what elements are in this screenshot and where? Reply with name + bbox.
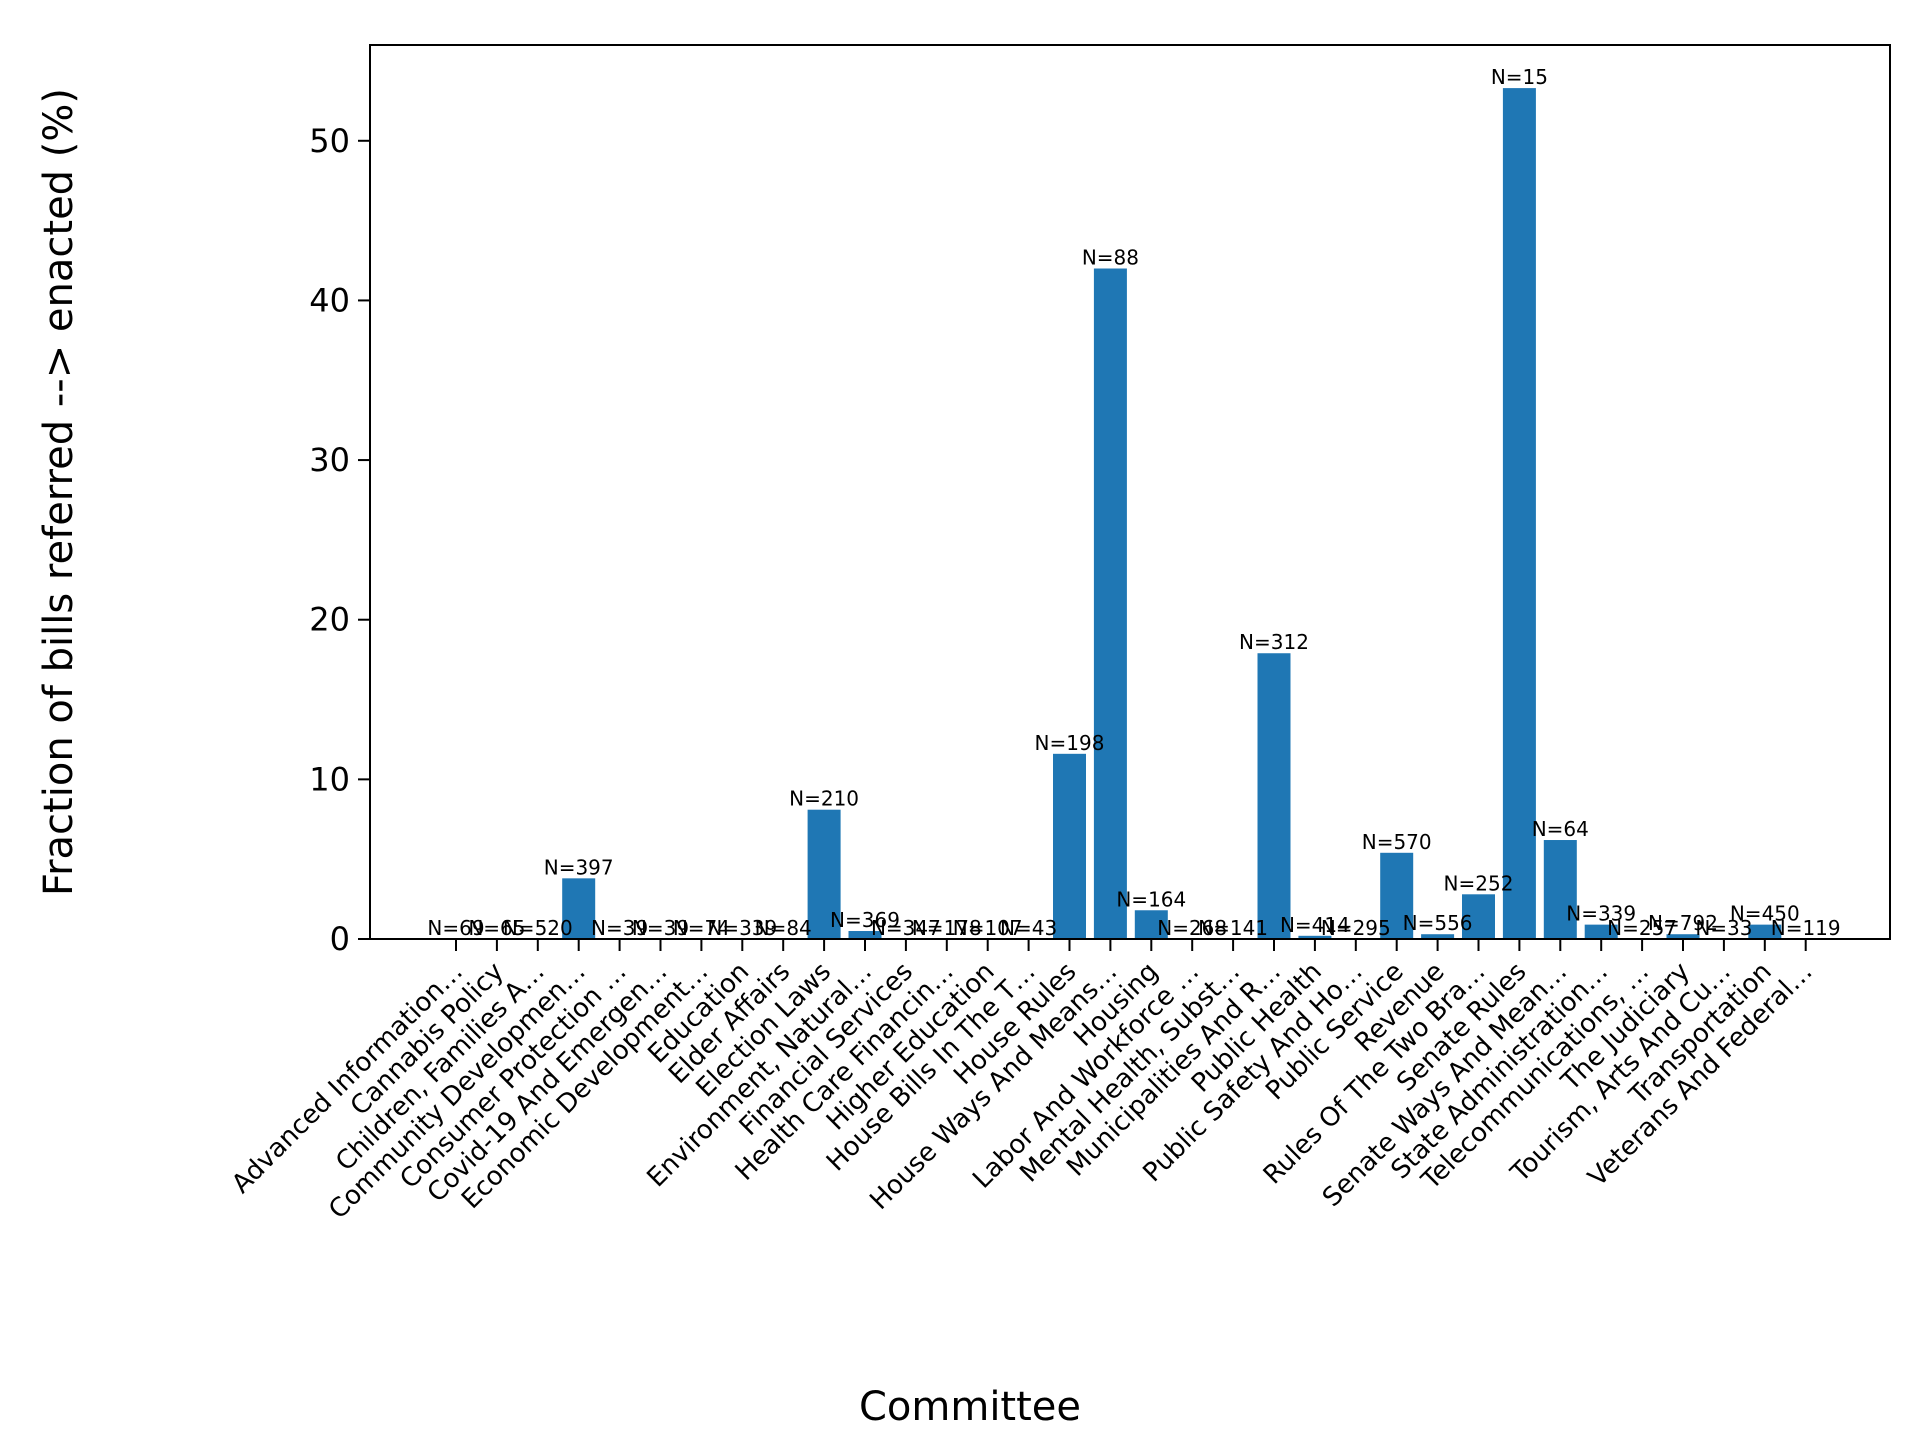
bar-labels-group: N=69N=65N=520N=397N=39N=39N=74N=339N=84N… — [427, 65, 1840, 940]
bar-label: N=414 — [1280, 913, 1350, 937]
bars-group — [562, 88, 1782, 939]
bar-label: N=268 — [1157, 916, 1227, 940]
bar-label: N=84 — [755, 916, 812, 940]
bar-label: N=119 — [1771, 916, 1841, 940]
y-tick-label: 20 — [309, 601, 350, 639]
bar-label: N=39 — [632, 916, 689, 940]
bar-label: N=257 — [1607, 916, 1677, 940]
x-axis-ticks: Advanced Information…Cannabis PolicyChil… — [226, 939, 1819, 1225]
bar — [807, 809, 841, 939]
bar — [1134, 910, 1168, 939]
bar-label: N=210 — [789, 787, 859, 811]
bar-label: N=792 — [1648, 911, 1718, 935]
bar — [1584, 924, 1618, 939]
bar — [1093, 268, 1127, 939]
bar-label: N=43 — [1000, 916, 1057, 940]
bar — [848, 931, 882, 939]
y-tick-label: 0 — [330, 920, 350, 958]
bar — [1053, 753, 1086, 939]
bar-label: N=339 — [707, 916, 777, 940]
bar-label: N=339 — [1566, 902, 1636, 926]
bar — [1257, 653, 1291, 939]
bar-label: N=65 — [468, 916, 525, 940]
bar — [1298, 935, 1332, 939]
bar-label: N=64 — [1532, 817, 1589, 841]
plot-frame — [369, 44, 1891, 940]
bar-label: N=88 — [1082, 246, 1139, 270]
bar-label: N=178 — [912, 916, 982, 940]
y-axis-title: Fraction of bills referred --> enacted (… — [36, 88, 82, 896]
bar-label: N=164 — [1116, 887, 1186, 911]
bar-label: N=347 — [871, 916, 941, 940]
bar — [1666, 934, 1700, 939]
bar-label: N=141 — [1198, 916, 1268, 940]
bar — [562, 878, 596, 939]
y-tick-label: 50 — [309, 122, 350, 160]
bar-label: N=520 — [503, 916, 573, 940]
y-tick-label: 30 — [309, 441, 350, 479]
bar — [1380, 852, 1414, 939]
bar-label: N=198 — [1035, 731, 1105, 755]
bar-label: N=74 — [673, 916, 730, 940]
x-axis-title: Committee — [859, 1384, 1081, 1430]
bar-label: N=15 — [1491, 65, 1548, 89]
bar-label: N=39 — [591, 916, 648, 940]
bar-label: N=69 — [427, 916, 484, 940]
y-tick-label: 40 — [309, 281, 350, 319]
bar-label: N=33 — [1695, 916, 1752, 940]
bar-label: N=450 — [1730, 902, 1800, 926]
bar-label: N=107 — [953, 916, 1023, 940]
bar-label: N=295 — [1321, 916, 1391, 940]
bar-label: N=570 — [1362, 830, 1432, 854]
bar — [1421, 934, 1455, 939]
bar-label: N=312 — [1239, 630, 1309, 654]
bar — [1502, 88, 1536, 939]
bar-label: N=397 — [544, 855, 614, 879]
bar-label: N=556 — [1403, 911, 1473, 935]
bar-label: N=369 — [830, 908, 900, 932]
bar — [1748, 924, 1782, 939]
bar — [1543, 840, 1577, 939]
y-tick-label: 10 — [309, 760, 350, 798]
bar — [1462, 894, 1495, 939]
bar-label: N=252 — [1444, 871, 1514, 895]
y-axis-ticks: 0 10 20 30 40 50 — [309, 122, 370, 958]
